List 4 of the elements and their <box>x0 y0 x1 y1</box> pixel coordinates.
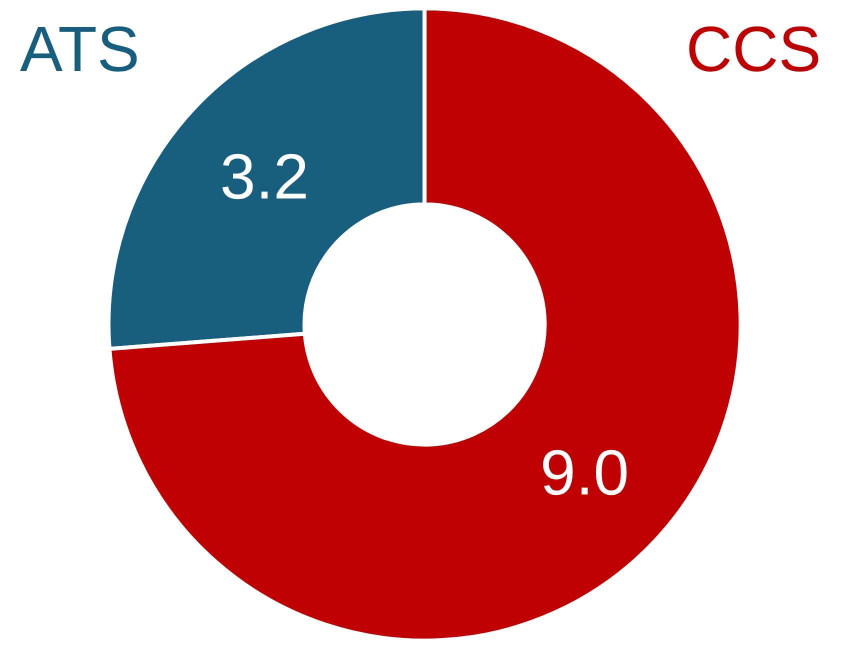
data-label: 3.2 <box>220 140 310 212</box>
slice-label: ATS <box>20 13 140 85</box>
data-label: 9.0 <box>540 436 630 509</box>
slice-label: CCS <box>686 13 822 85</box>
